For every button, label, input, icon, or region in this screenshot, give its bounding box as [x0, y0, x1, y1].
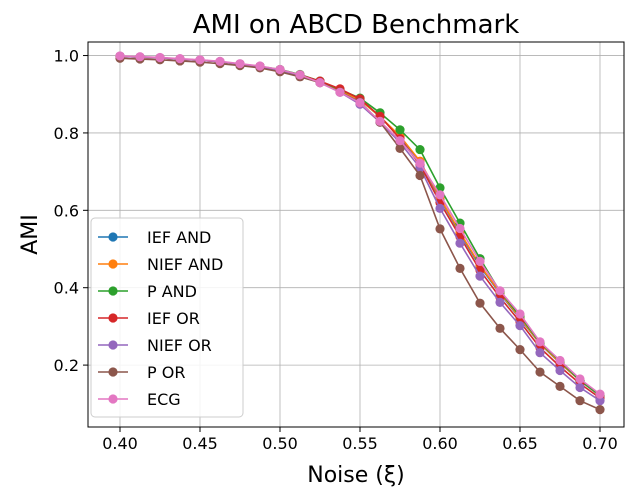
- data-point: [515, 345, 525, 355]
- legend-marker: [108, 259, 118, 269]
- legend-marker: [108, 394, 118, 404]
- series-layer: [115, 51, 605, 415]
- chart-title: AMI on ABCD Benchmark: [193, 10, 520, 40]
- legend-marker: [108, 313, 118, 323]
- data-point: [235, 59, 245, 69]
- data-point: [455, 223, 465, 234]
- data-point: [575, 374, 585, 384]
- legend-marker: [108, 340, 118, 350]
- plot-frame: [87, 41, 625, 428]
- legend-marker: [108, 232, 118, 242]
- x-tick-label: 0.45: [182, 434, 218, 453]
- x-axis-label: Noise (ξ): [307, 463, 404, 488]
- data-point: [175, 54, 185, 64]
- tick-layer: 0.40 0.45 0.50 0.55 0.60 0.65 0.70 0.2 0.4 0.6 0.8…: [54, 47, 618, 453]
- data-point: [395, 136, 405, 146]
- legend-item: P OR: [98, 363, 185, 382]
- legend-marker: [108, 286, 118, 296]
- legend-item: NIEF AND: [98, 255, 223, 274]
- data-point: [555, 365, 565, 376]
- data-point: [475, 298, 485, 308]
- y-tick-label: 0.8: [54, 124, 79, 143]
- data-point: [215, 56, 225, 66]
- data-point: [455, 263, 465, 273]
- legend-box: [90, 217, 244, 418]
- data-point: [415, 170, 425, 181]
- data-point: [595, 404, 605, 415]
- legend-marker: [108, 367, 118, 377]
- data-point: [535, 348, 545, 358]
- data-point: [355, 98, 365, 108]
- data-point: [335, 87, 345, 97]
- y-tick-label: 0.6: [54, 201, 79, 220]
- data-point: [555, 355, 565, 366]
- data-point: [295, 70, 305, 80]
- legend-label: NIEF OR: [147, 336, 212, 355]
- data-point: [315, 78, 325, 88]
- data-point: [575, 382, 585, 393]
- legend-label: IEF OR: [147, 309, 200, 328]
- data-point: [255, 61, 265, 71]
- legend-label: ECG: [147, 390, 181, 409]
- data-point: [495, 297, 505, 308]
- legend-item: IEF OR: [98, 309, 200, 328]
- x-tick-label: 0.65: [502, 434, 538, 453]
- legend-item: P AND: [98, 282, 197, 301]
- x-tick-label: 0.70: [582, 434, 618, 453]
- data-point: [595, 389, 605, 399]
- y-tick-label: 0.2: [54, 356, 79, 375]
- legend-label: P AND: [147, 282, 197, 301]
- data-point: [395, 143, 405, 154]
- data-point: [515, 309, 525, 319]
- data-point: [415, 158, 425, 168]
- data-point: [415, 144, 425, 155]
- x-tick-label: 0.40: [102, 434, 138, 453]
- legend-label: NIEF AND: [147, 255, 223, 274]
- data-point: [375, 116, 385, 126]
- data-point: [535, 367, 545, 377]
- data-point: [495, 286, 505, 296]
- legend-label: IEF AND: [147, 228, 211, 247]
- y-tick-label: 0.4: [54, 279, 79, 298]
- x-tick-label: 0.60: [422, 434, 458, 453]
- data-point: [535, 337, 545, 347]
- data-point: [495, 323, 505, 333]
- data-point: [515, 321, 525, 331]
- legend-item: NIEF OR: [98, 336, 212, 355]
- x-tick-label: 0.50: [262, 434, 298, 453]
- data-point: [275, 64, 285, 75]
- data-point: [135, 52, 145, 62]
- data-point: [555, 381, 565, 391]
- data-point: [475, 271, 485, 281]
- legend-item: IEF AND: [98, 228, 211, 247]
- legend-item: ECG: [98, 390, 181, 409]
- data-point: [435, 203, 445, 213]
- data-point: [395, 125, 405, 135]
- data-point: [115, 51, 125, 61]
- series-ecg: [115, 51, 605, 399]
- data-point: [575, 396, 585, 406]
- data-point: [455, 238, 465, 248]
- data-point: [195, 55, 205, 65]
- y-tick-label: 1.0: [54, 47, 79, 66]
- legend: IEF AND NIEF AND P AND IEF OR NIEF OR P OR ECG: [90, 217, 244, 418]
- data-point: [435, 190, 445, 200]
- data-point: [435, 224, 445, 234]
- legend-label: P OR: [147, 363, 185, 382]
- data-point: [595, 396, 605, 406]
- y-axis-label: AMI: [18, 214, 43, 255]
- data-point: [475, 256, 485, 266]
- data-point: [155, 52, 165, 63]
- x-tick-label: 0.55: [342, 434, 378, 453]
